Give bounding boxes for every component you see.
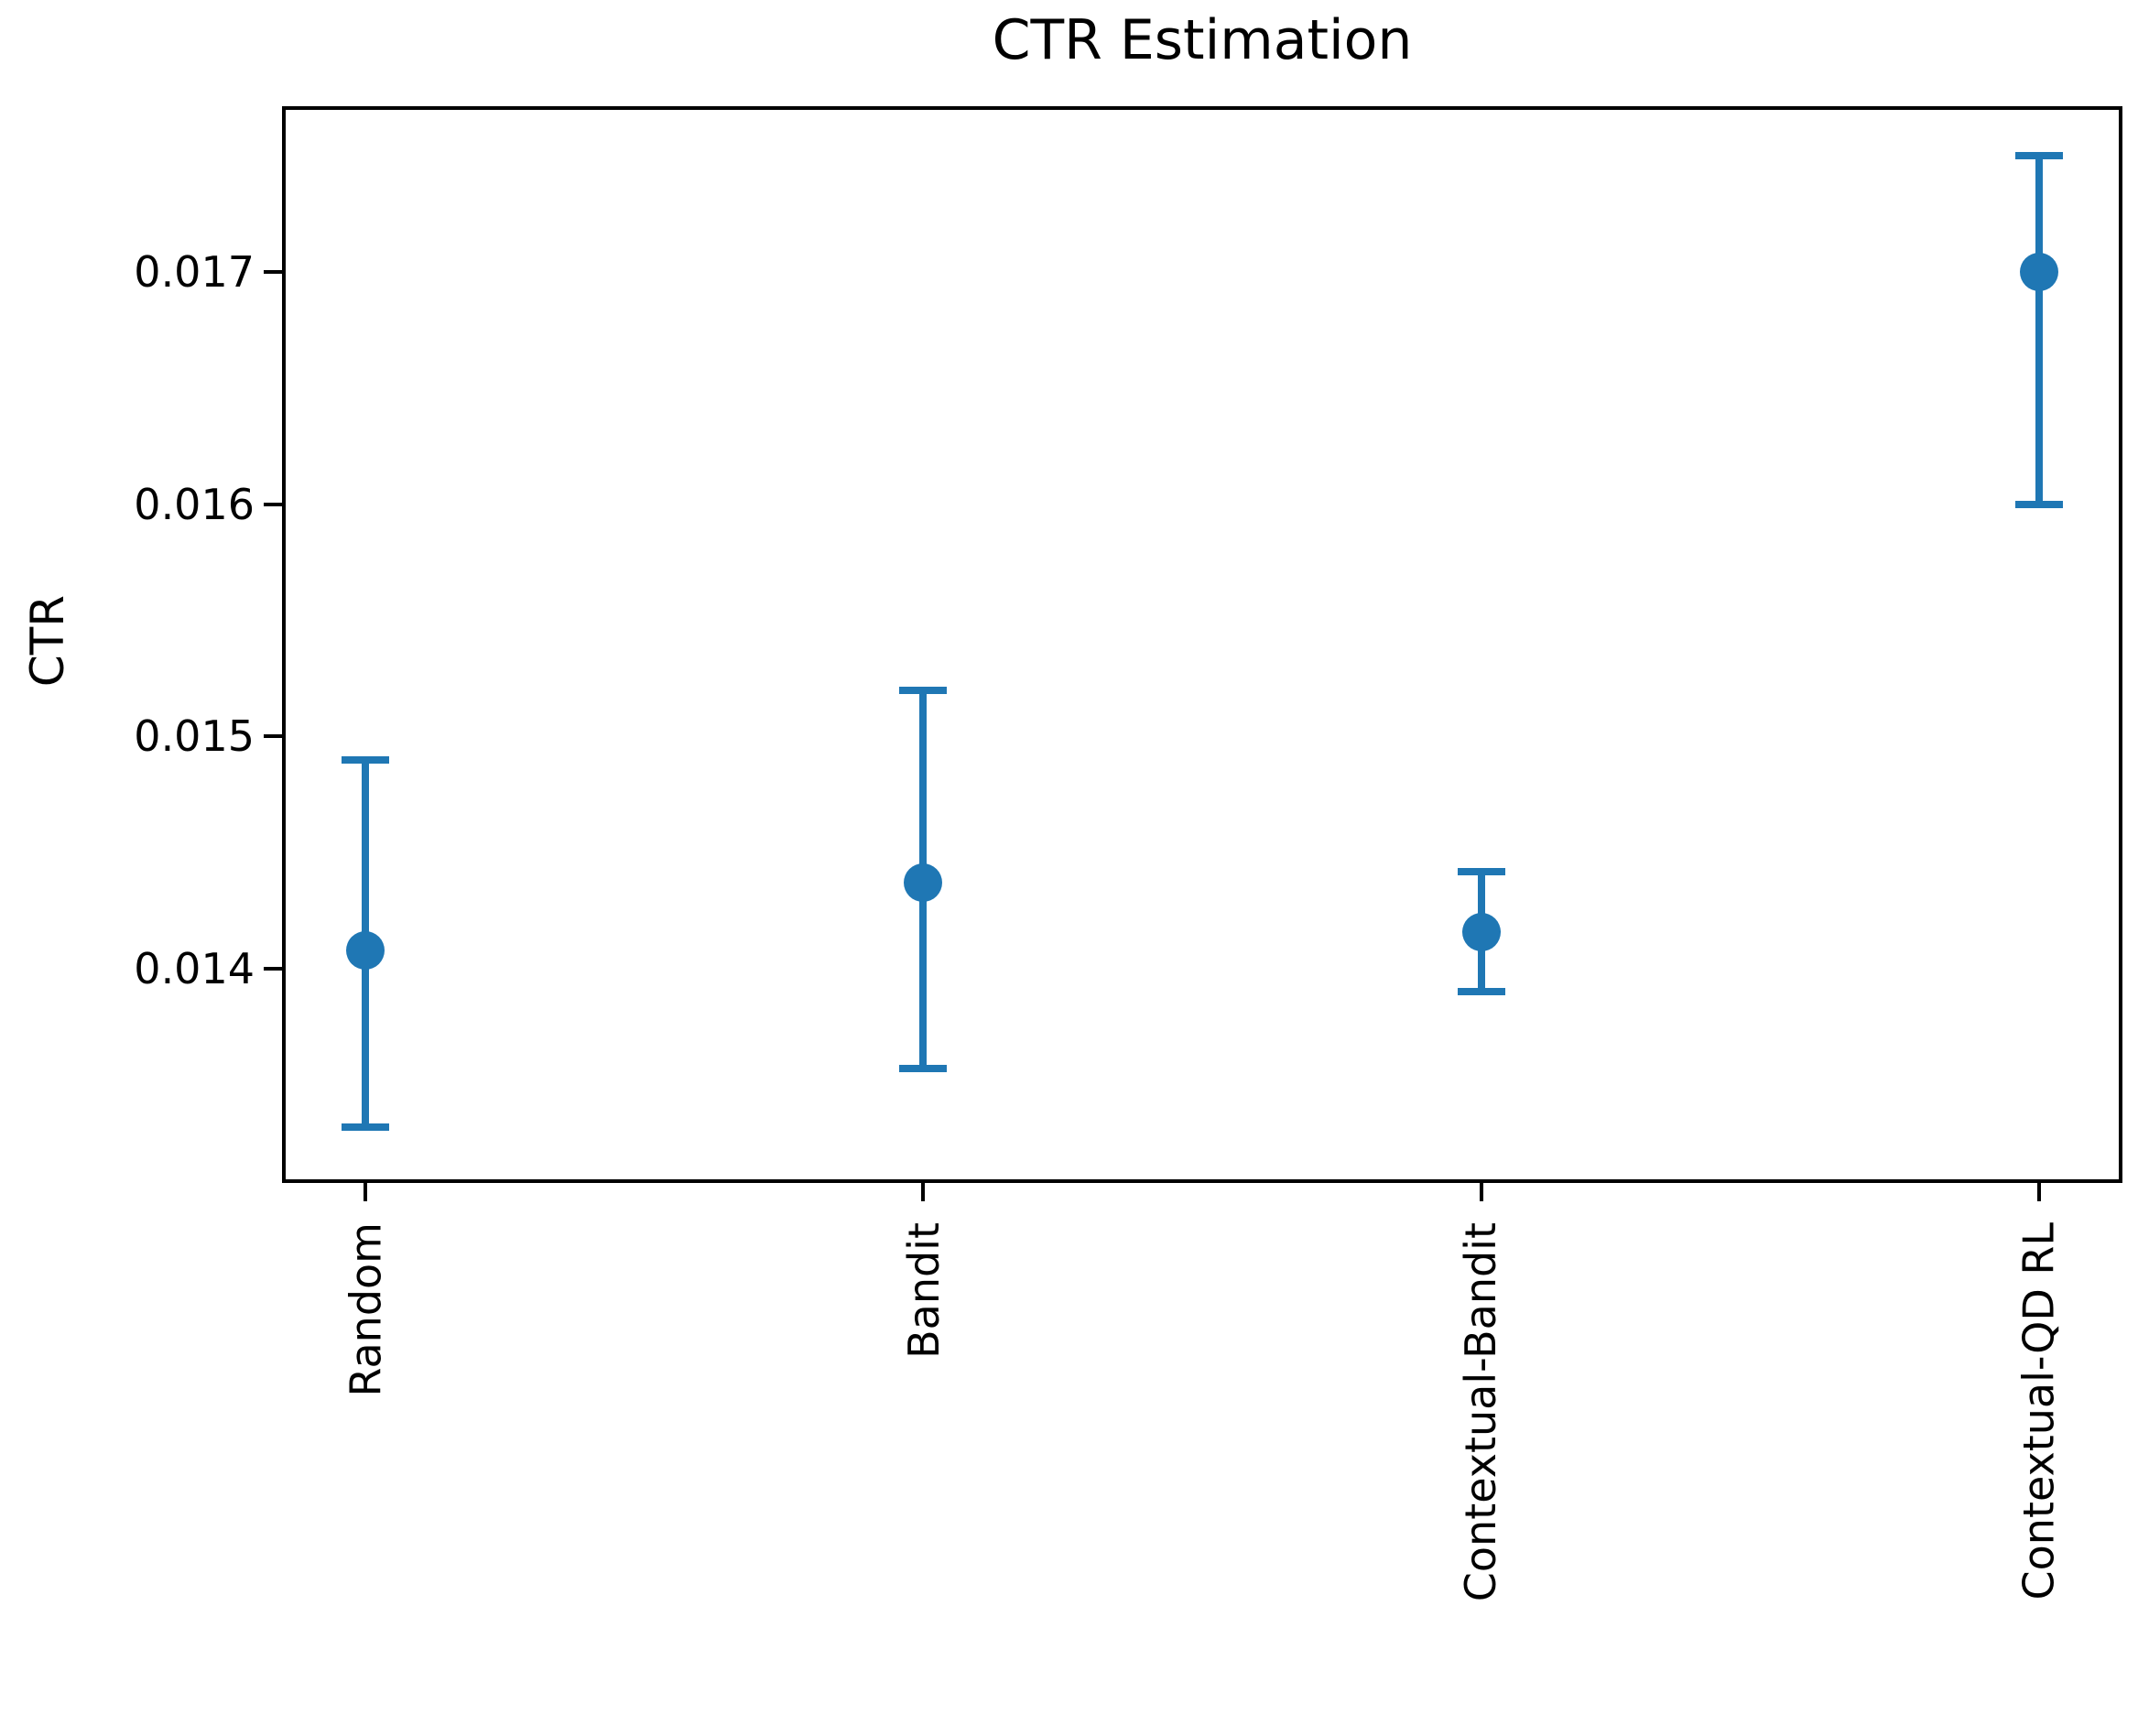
data-point-marker (2019, 253, 2058, 292)
errorbar-cap-top (342, 755, 390, 764)
y-tick-label: 0.016 (134, 479, 255, 529)
y-tick-label: 0.014 (134, 944, 255, 994)
errorbar-cap-top (2014, 152, 2063, 160)
x-tick-label: Contextual-Bandit (1456, 1222, 1506, 1602)
y-tick-mark (264, 967, 282, 971)
data-point-marker (1461, 912, 1501, 951)
x-tick-mark (921, 1183, 926, 1201)
y-tick-mark (264, 270, 282, 275)
errorbar-cap-bottom (342, 1123, 390, 1131)
x-tick-mark (1479, 1183, 1483, 1201)
errorbar-cap-top (899, 686, 948, 694)
errorbar-line (2035, 156, 2043, 505)
errorbar-cap-top (1457, 867, 1505, 875)
data-point-marker (904, 863, 943, 903)
x-tick-label: Contextual-QD RL (2013, 1222, 2064, 1600)
x-tick-mark (364, 1183, 368, 1201)
chart-title: CTR Estimation (992, 8, 1413, 72)
data-point-marker (346, 930, 385, 970)
x-tick-mark (2036, 1183, 2041, 1201)
y-tick-label: 0.015 (134, 711, 255, 762)
y-tick-label: 0.017 (134, 247, 255, 298)
plot-area (282, 106, 2122, 1183)
y-axis-label: CTR (21, 594, 74, 688)
errorbar-cap-bottom (899, 1065, 948, 1073)
y-tick-mark (264, 502, 282, 506)
y-tick-mark (264, 734, 282, 739)
x-tick-label: Bandit (898, 1222, 949, 1359)
errorbar-cap-bottom (1457, 988, 1505, 996)
errorbar-cap-bottom (2014, 500, 2063, 508)
x-tick-label: Random (341, 1222, 391, 1397)
